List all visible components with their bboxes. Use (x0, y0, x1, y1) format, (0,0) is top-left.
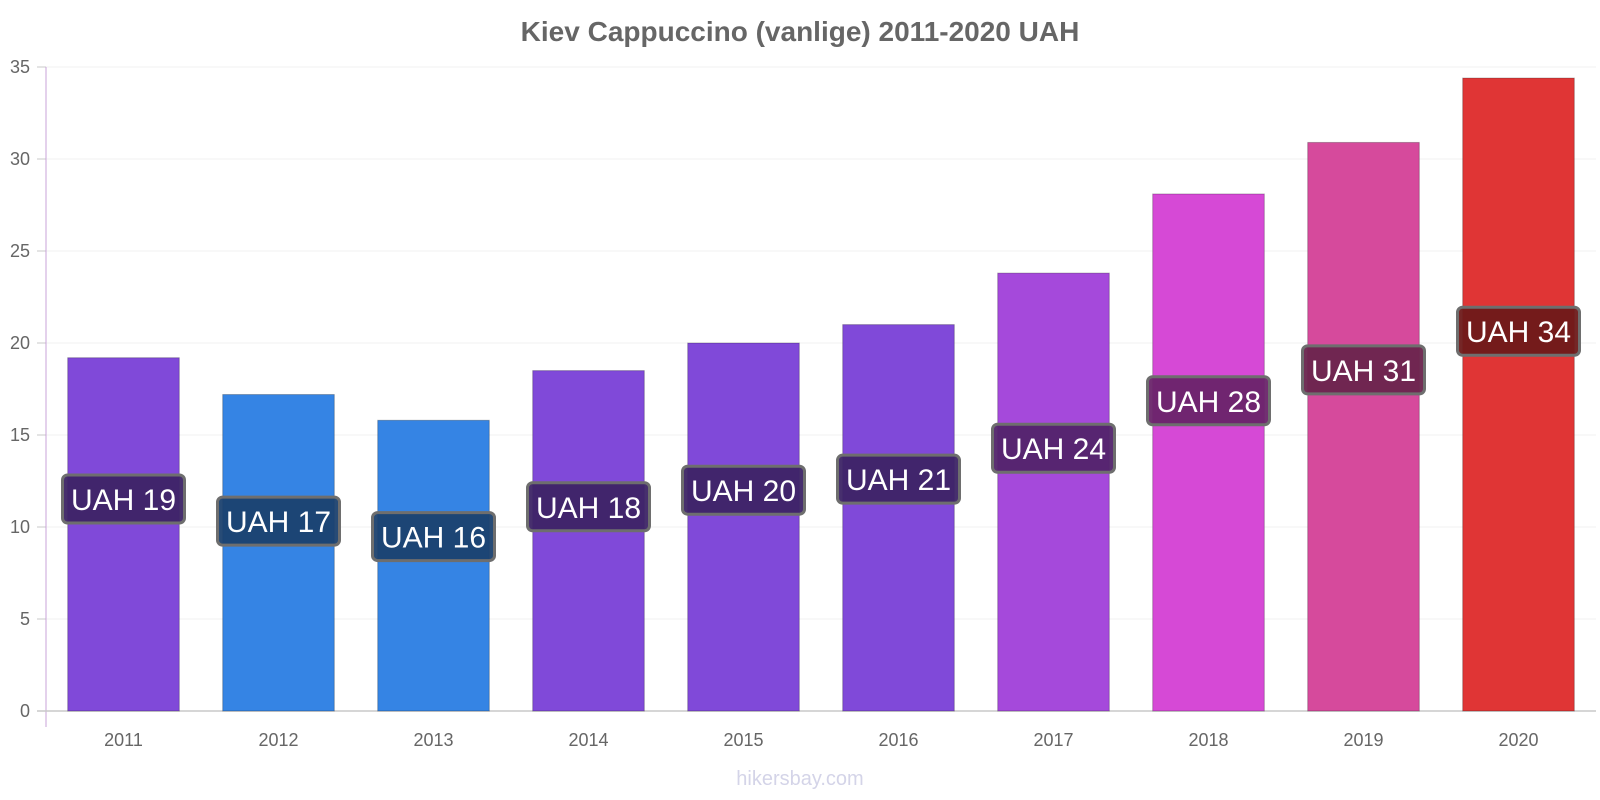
bar-value-label-box (1301, 344, 1426, 396)
bar (222, 394, 335, 712)
bar-value-label: UAH 16 (381, 522, 486, 555)
bar-value-label-box (1456, 305, 1581, 357)
x-tick-label: 2015 (723, 730, 763, 750)
watermark: hikersbay.com (736, 768, 864, 790)
bar-value-label-box (836, 453, 961, 505)
x-tick-label: 2014 (568, 730, 608, 750)
bar-value-label: UAH 31 (1311, 355, 1416, 388)
bar-value-label-box (1146, 375, 1271, 427)
bar (1462, 77, 1575, 712)
bar (377, 419, 490, 712)
bar-value-label: UAH 21 (846, 464, 951, 497)
x-tick-label: 2020 (1498, 730, 1538, 750)
bar-value-labels: UAH 19 UAH 17 UAH 16 UAH 18 UAH 20 UAH 21 UAH … (61, 305, 1581, 563)
bar-value-label: UAH 28 (1156, 386, 1261, 419)
bar-value-label: UAH 34 (1466, 316, 1571, 349)
chart-title: Kiev Cappuccino (vanlige) 2011-2020 UAH (520, 16, 1080, 47)
x-tick-label: 2019 (1343, 730, 1383, 750)
x-tick-label: 2018 (1188, 730, 1228, 750)
bar-value-label-box (216, 495, 341, 547)
x-tick-labels: 2011 2012 2013 2014 2015 2016 2017 2018 2019 2020 (104, 730, 1538, 750)
x-tick-label: 2016 (878, 730, 918, 750)
y-tick-labels: 0 5 10 15 20 25 30 35 (10, 57, 30, 721)
bar (687, 342, 800, 712)
bar-value-label: UAH 18 (536, 492, 641, 525)
bar (532, 370, 645, 712)
y-tick-label: 35 (10, 57, 30, 77)
x-tick-label: 2012 (258, 730, 298, 750)
bar-value-label: UAH 24 (1001, 433, 1106, 466)
y-tick-label: 15 (10, 425, 30, 445)
bar-value-label: UAH 19 (71, 484, 176, 517)
bar (67, 357, 180, 712)
y-tick-label: 0 (20, 701, 30, 721)
x-tick-label: 2017 (1033, 730, 1073, 750)
bar-value-label-box (991, 422, 1116, 474)
bars (67, 77, 1575, 712)
bar-value-label: UAH 17 (226, 506, 331, 539)
y-tick-label: 20 (10, 333, 30, 353)
bar (1152, 193, 1265, 712)
bar-value-label-box (371, 511, 496, 563)
bar-value-label-box (681, 464, 806, 516)
y-tick-label: 25 (10, 241, 30, 261)
bar-value-label: UAH 20 (691, 475, 796, 508)
y-tick-label: 5 (20, 609, 30, 629)
bar (1307, 141, 1420, 712)
bar-value-label-box (526, 481, 651, 533)
bar-value-label-box (61, 473, 186, 525)
y-tick-label: 10 (10, 517, 30, 537)
bar (997, 272, 1110, 712)
y-tick-label: 30 (10, 149, 30, 169)
x-tick-label: 2013 (413, 730, 453, 750)
bar (842, 324, 955, 712)
x-tick-label: 2011 (104, 730, 143, 750)
